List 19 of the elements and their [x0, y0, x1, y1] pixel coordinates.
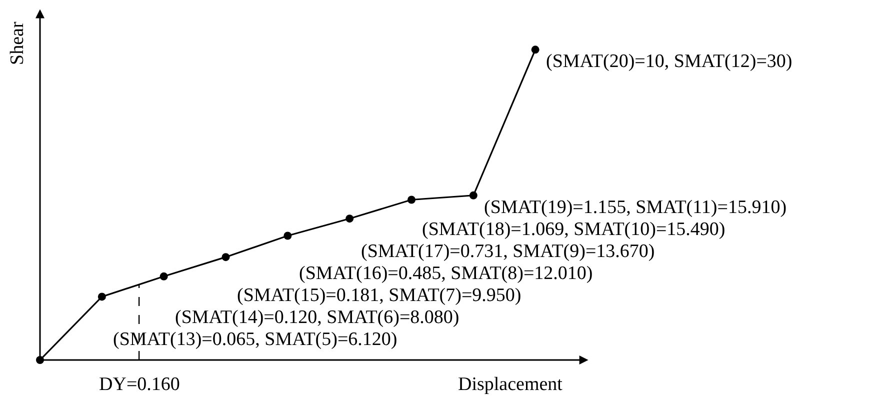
- point: [284, 232, 292, 240]
- point: [346, 214, 354, 223]
- data-label: (SMAT(18)=1.069, SMAT(10)=15.490): [422, 219, 726, 240]
- data-label: (SMAT(15)=0.181, SMAT(7)=9.950): [237, 285, 522, 306]
- data-label: (SMAT(19)=1.155, SMAT(11)=15.910): [484, 197, 787, 218]
- y-axis-title: Shear: [7, 21, 28, 65]
- text: DY=0.160: [99, 374, 180, 395]
- data-label: (SMAT(20)=10, SMAT(12)=30): [546, 51, 792, 72]
- point: [469, 191, 478, 200]
- data-label: (SMAT(16)=0.485, SMAT(8)=12.010): [299, 263, 593, 284]
- x-axis-title: Displacement: [458, 374, 564, 395]
- point: [407, 196, 416, 204]
- data-label: (SMAT(14)=0.120, SMAT(6)=8.080): [175, 307, 460, 328]
- data-label: (SMAT(13)=0.065, SMAT(5)=6.120): [113, 329, 398, 350]
- point: [160, 272, 168, 280]
- point: [222, 253, 230, 262]
- data-label: (SMAT(17)=0.731, SMAT(9)=13.670): [361, 241, 655, 262]
- point: [98, 292, 106, 301]
- point: [531, 46, 540, 54]
